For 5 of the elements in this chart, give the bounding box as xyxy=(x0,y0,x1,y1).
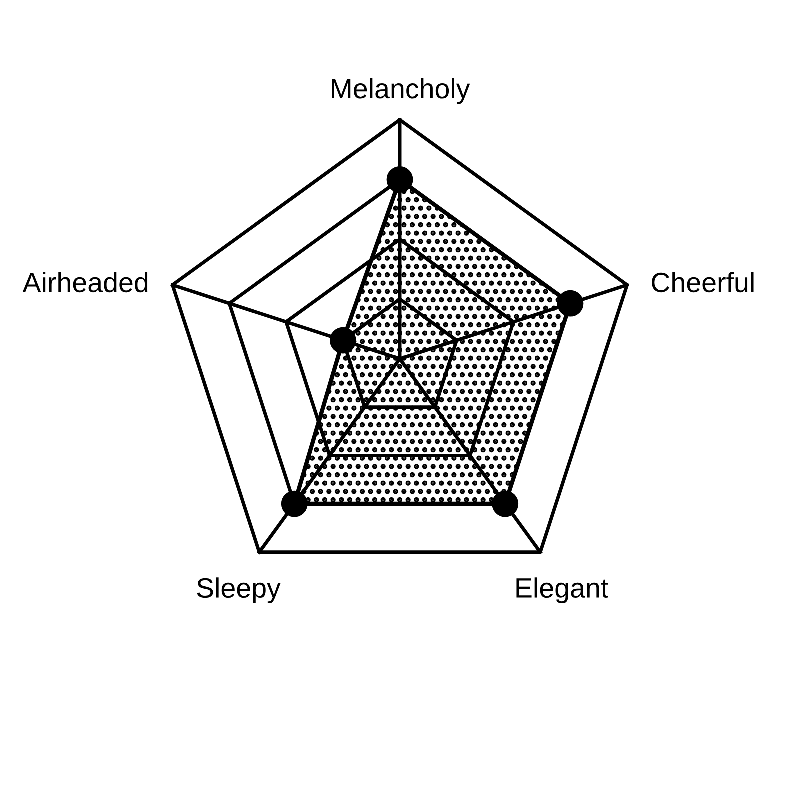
spoke-label: Elegant xyxy=(516,578,608,604)
spoke-label: Sleepy xyxy=(197,578,281,604)
spoke-label: Melancholy xyxy=(332,78,470,104)
spoke-label: Cheerful xyxy=(652,272,754,293)
spoke-label: Airheaded xyxy=(22,272,148,293)
